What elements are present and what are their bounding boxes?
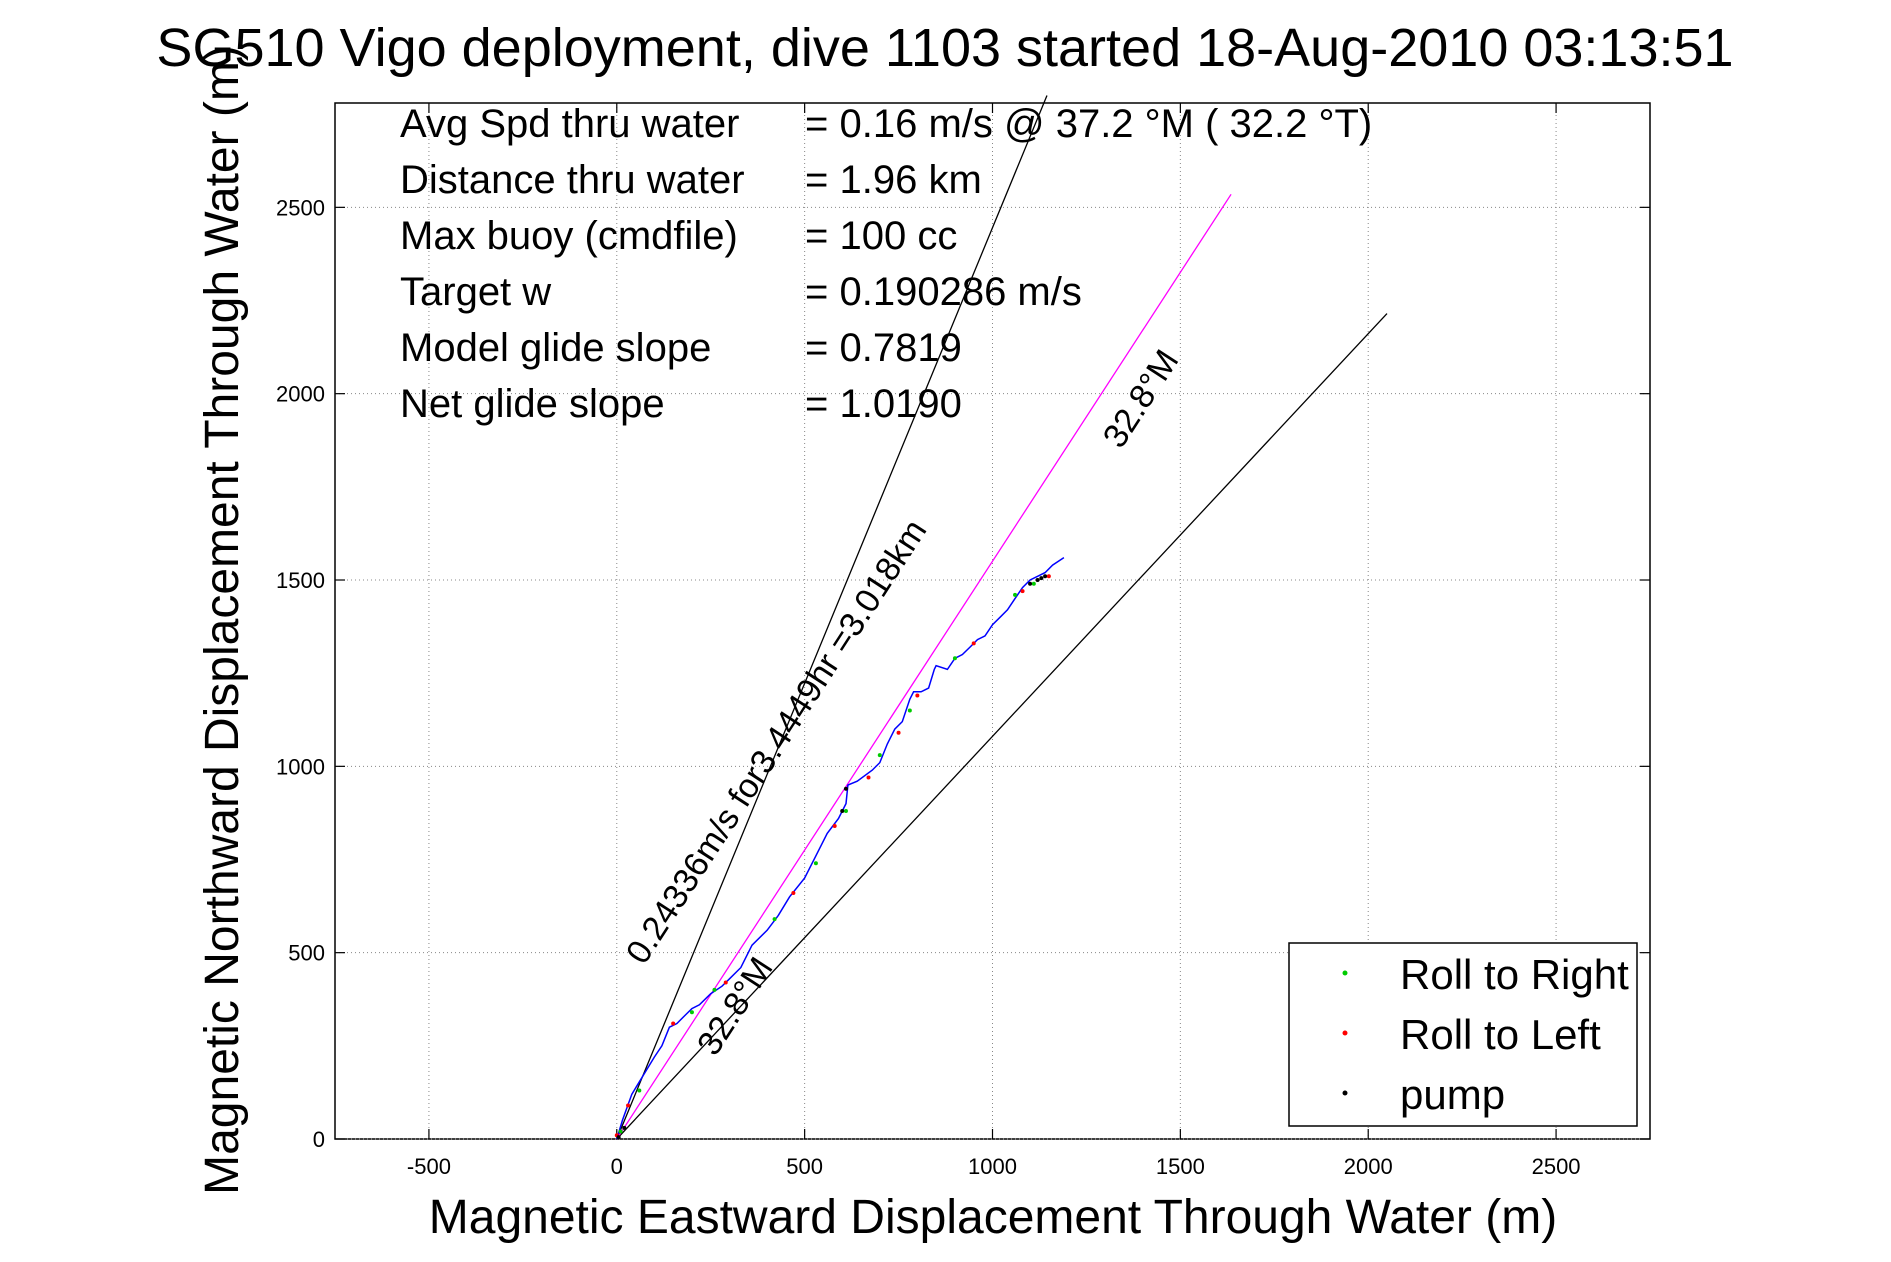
x-tick-label: 1500: [1156, 1154, 1205, 1179]
track-series: [616, 556, 1065, 1140]
stat-label: Target w: [400, 270, 551, 314]
marker-point: [723, 980, 728, 985]
marker-point: [1046, 574, 1051, 579]
marker-point: [1020, 589, 1025, 594]
y-axis-label: Magnetic Northward Displacement Through …: [196, 45, 249, 1195]
marker-point: [866, 775, 871, 780]
marker-point: [616, 1135, 621, 1140]
marker-point: [840, 809, 845, 814]
stat-value: = 1.96 km: [805, 158, 982, 202]
dive-stats: Avg Spd thru water = 0.16 m/s @ 37.2 °M (…: [400, 102, 1372, 426]
marker-point: [1039, 576, 1044, 581]
legend: Roll to Right Roll to Left pump: [1288, 942, 1638, 1127]
y-tick-label: 500: [288, 941, 325, 966]
marker-point: [896, 730, 901, 735]
stat-label: Max buoy (cmdfile): [400, 214, 738, 258]
marker-point: [843, 809, 848, 814]
stat-label: Distance thru water: [400, 158, 745, 202]
marker-point: [626, 1103, 631, 1108]
track-line: [616, 556, 1065, 1140]
legend-marker: [1342, 970, 1348, 976]
marker-point: [843, 786, 848, 791]
marker-point: [907, 708, 912, 713]
marker-point: [1043, 574, 1048, 579]
legend-label: Roll to Right: [1400, 951, 1629, 998]
reference-line: [616, 95, 1048, 1140]
marker-point: [832, 823, 837, 828]
marker-point: [712, 987, 717, 992]
stat-label: Model glide slope: [400, 326, 711, 370]
marker-point: [877, 753, 882, 758]
legend-label: Roll to Left: [1400, 1011, 1601, 1058]
x-tick-label: 500: [786, 1154, 823, 1179]
x-tick-label: 1000: [968, 1154, 1017, 1179]
x-tick-label: 0: [611, 1154, 623, 1179]
marker-point: [1031, 581, 1036, 586]
stat-label: Net glide slope: [400, 382, 665, 426]
marker-point: [791, 891, 796, 896]
stat-label: Avg Spd thru water: [400, 102, 739, 146]
marker-point: [622, 1125, 627, 1130]
stat-value: = 0.190286 m/s: [805, 270, 1082, 314]
legend-marker: [1342, 1090, 1348, 1096]
stat-value: = 0.16 m/s @ 37.2 °M ( 32.2 °T): [805, 102, 1372, 146]
chart-title: SG510 Vigo deployment, dive 1103 started…: [156, 18, 1733, 78]
y-tick-label: 0: [313, 1127, 325, 1152]
x-tick-label: 2000: [1344, 1154, 1393, 1179]
stat-value: = 0.7819: [805, 326, 962, 370]
y-tick-label: 1000: [276, 754, 325, 779]
x-axis-ticks: -500 0 500 1000 1500 2000 2500: [407, 103, 1581, 1179]
grid-lines: [335, 103, 1650, 1140]
legend-marker: [1342, 1030, 1348, 1036]
marker-point: [971, 641, 976, 646]
marker-point: [1028, 581, 1033, 586]
marker-point: [952, 656, 957, 661]
marker-point: [772, 917, 777, 922]
stat-value: = 100 cc: [805, 214, 957, 258]
marker-point: [1013, 592, 1018, 597]
marker-point: [671, 1021, 676, 1026]
reference-lines: [616, 95, 1388, 1140]
stat-value: = 1.0190: [805, 382, 962, 426]
reference-line: [616, 313, 1388, 1140]
roll-markers: [614, 574, 1051, 1140]
x-axis-label: Magnetic Eastward Displacement Through W…: [429, 1191, 1557, 1244]
y-tick-label: 2000: [276, 382, 325, 407]
reference-line: [616, 193, 1232, 1140]
marker-point: [637, 1088, 642, 1093]
marker-point: [813, 861, 818, 866]
marker-point: [618, 1129, 623, 1134]
x-tick-label: -500: [407, 1154, 451, 1179]
marker-point: [689, 1010, 694, 1015]
x-tick-label: 2500: [1532, 1154, 1581, 1179]
y-tick-label: 1500: [276, 568, 325, 593]
marker-point: [915, 693, 920, 698]
marker-point: [1035, 578, 1040, 583]
legend-label: pump: [1400, 1071, 1505, 1118]
y-axis-ticks: 0 500 1000 1500 2000 2500: [276, 195, 1650, 1152]
y-tick-label: 2500: [276, 195, 325, 220]
